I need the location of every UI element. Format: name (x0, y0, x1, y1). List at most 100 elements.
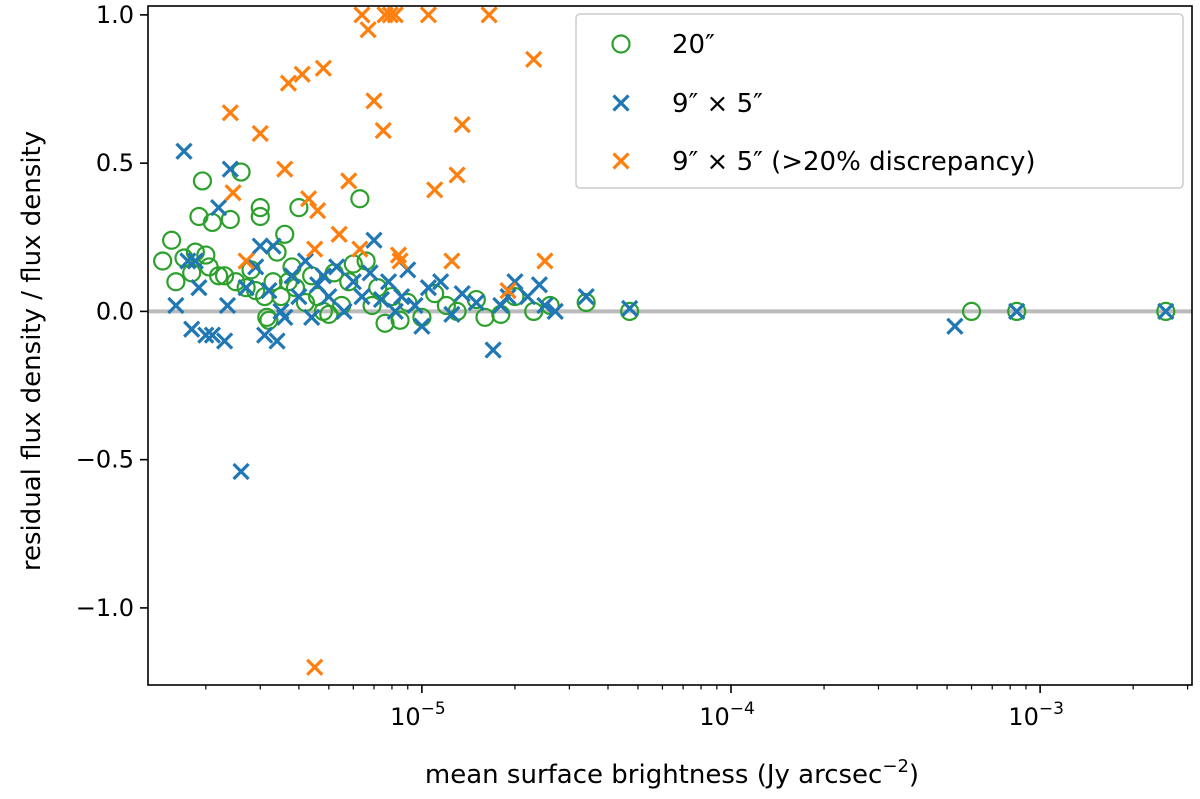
point-9x5-discrepancy (351, 240, 369, 258)
legend-marker-symbol (611, 34, 631, 54)
point-9x5 (251, 237, 269, 255)
point-9x5 (167, 296, 185, 315)
point-9x5-discrepancy (499, 282, 517, 300)
point-9x5 (303, 308, 321, 326)
point-9x5 (328, 258, 346, 276)
point-20arcsec (271, 286, 291, 307)
y-tick-label: −1.0 (76, 594, 134, 622)
point-9x5 (946, 317, 964, 335)
point-9x5-discrepancy (314, 59, 332, 77)
point-9x5 (221, 160, 239, 178)
point-20arcsec (236, 278, 256, 298)
point-9x5-discrepancy (480, 6, 498, 24)
series-9x5-discrepancy (221, 6, 554, 676)
point-20arcsec (220, 209, 240, 230)
point-9x5-discrepancy (365, 92, 383, 110)
point-20arcsec (250, 198, 270, 218)
point-20arcsec (275, 224, 295, 244)
point-20arcsec (192, 171, 213, 191)
point-9x5 (353, 287, 371, 306)
point-9x5 (1008, 302, 1026, 321)
point-20arcsec (319, 304, 339, 324)
point-9x5-discrepancy (374, 121, 392, 140)
point-20arcsec (1007, 301, 1027, 322)
point-9x5 (276, 308, 294, 326)
y-tick-label: 1.0 (96, 1, 134, 29)
ticks-layer: 1.0 0.5 0.0 −0.5 −1.0 10−5 10−4 10−3 (76, 1, 1189, 731)
point-9x5 (247, 258, 265, 276)
point-20arcsec (620, 301, 640, 322)
point-9x5-discrepancy (224, 184, 242, 202)
legend-marker-symbol (612, 94, 630, 112)
point-9x5 (209, 198, 228, 217)
point-20arcsec (339, 272, 359, 292)
point-9x5 (218, 296, 237, 315)
point-9x5 (419, 279, 438, 297)
point-9x5 (536, 296, 554, 315)
point-9x5-discrepancy (448, 166, 466, 184)
legend-box (575, 13, 1184, 189)
point-9x5-discrepancy (391, 252, 409, 270)
point-9x5 (361, 264, 379, 282)
point-20arcsec (425, 284, 445, 304)
point-9x5 (186, 252, 204, 270)
point-9x5-discrepancy (353, 6, 371, 24)
point-9x5 (499, 287, 517, 306)
point-20arcsec (961, 301, 982, 322)
point-9x5 (546, 302, 564, 321)
point-20arcsec (166, 272, 186, 292)
point-9x5 (432, 273, 450, 291)
point-9x5-discrepancy (299, 190, 318, 208)
point-9x5 (530, 276, 549, 294)
point-9x5 (197, 326, 215, 344)
point-9x5 (484, 341, 502, 359)
point-9x5-discrepancy (306, 240, 324, 258)
point-9x5 (314, 267, 332, 285)
point-9x5-discrepancy (443, 252, 461, 270)
point-9x5 (1157, 302, 1175, 321)
point-9x5 (203, 326, 222, 344)
point-20arcsec (390, 310, 410, 330)
legend-marker-circle (611, 34, 631, 54)
point-20arcsec (576, 292, 596, 313)
legend-marker-symbol (612, 152, 630, 170)
point-9x5-discrepancy (525, 50, 543, 69)
y-axis-label: residual flux density / flux density (17, 131, 47, 571)
point-9x5-discrepancy (221, 104, 239, 122)
point-9x5-discrepancy (419, 6, 438, 24)
point-9x5 (268, 332, 286, 350)
point-20arcsec (263, 272, 283, 292)
point-9x5 (175, 142, 193, 160)
y-tick-label: 0.5 (96, 149, 134, 177)
point-9x5-discrepancy (237, 252, 255, 270)
point-20arcsec (214, 266, 235, 286)
point-9x5 (179, 252, 197, 270)
point-9x5 (232, 462, 250, 481)
point-9x5-discrepancy (276, 160, 294, 178)
point-9x5-discrepancy (293, 65, 311, 83)
point-20arcsec (289, 198, 309, 218)
point-9x5 (335, 302, 353, 321)
legend-marker-orange-x (612, 152, 630, 170)
x-axis-label-close: ) (909, 760, 919, 790)
point-20arcsec (362, 295, 382, 316)
point-9x5-discrepancy (330, 225, 348, 243)
point-9x5 (453, 284, 471, 303)
point-20arcsec (436, 295, 456, 316)
point-9x5 (237, 279, 255, 297)
point-9x5 (386, 302, 404, 321)
point-9x5-discrepancy (359, 21, 377, 39)
point-20arcsec (350, 189, 370, 209)
point-9x5-discrepancy (536, 252, 554, 270)
data-points-layer (153, 6, 1176, 676)
point-9x5 (577, 287, 595, 306)
point-20arcsec (226, 272, 246, 292)
plot-area-frame (147, 5, 1193, 686)
point-20arcsec (375, 313, 395, 333)
y-tick-label: 0.0 (96, 297, 134, 325)
point-9x5 (621, 299, 639, 318)
point-9x5 (290, 287, 308, 306)
point-9x5 (190, 279, 208, 297)
legend-label-20arcsec: 20″ (672, 30, 715, 60)
